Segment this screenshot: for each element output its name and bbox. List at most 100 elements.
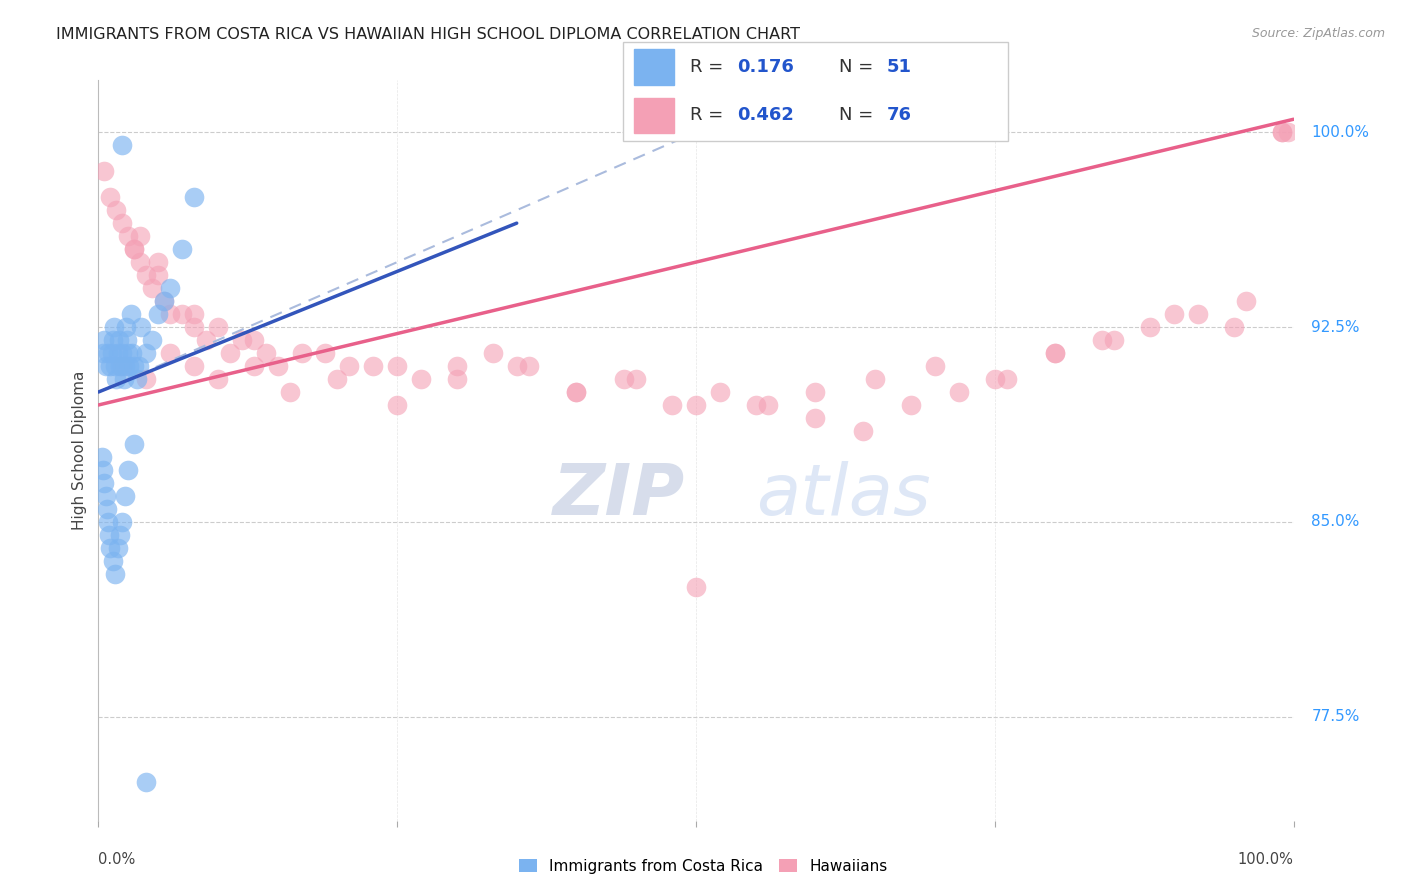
Point	[98, 541, 122, 555]
Point	[124, 242, 146, 256]
Text: N =: N =	[839, 106, 879, 124]
Text: 0.176: 0.176	[737, 58, 793, 76]
Point	[135, 774, 157, 789]
Point	[118, 359, 141, 373]
Text: N =: N =	[839, 58, 879, 76]
Text: atlas: atlas	[756, 461, 931, 531]
Point	[278, 384, 301, 399]
Point	[108, 528, 131, 542]
Point	[114, 359, 136, 373]
Point	[685, 580, 707, 594]
Point	[1271, 125, 1294, 139]
Point	[159, 281, 181, 295]
Point	[852, 424, 875, 438]
Point	[315, 346, 337, 360]
Point	[101, 554, 124, 568]
Point	[100, 346, 122, 360]
Point	[363, 359, 385, 373]
Point	[183, 359, 205, 373]
Point	[411, 372, 433, 386]
Point	[195, 333, 218, 347]
Point	[446, 372, 468, 386]
Text: 92.5%: 92.5%	[1312, 319, 1360, 334]
Point	[745, 398, 768, 412]
Text: 0.0%: 0.0%	[98, 852, 135, 867]
Point	[98, 359, 122, 373]
Point	[115, 320, 138, 334]
Point	[135, 346, 157, 360]
Point	[207, 372, 229, 386]
Point	[1187, 307, 1209, 321]
Point	[183, 307, 205, 321]
Point	[111, 346, 134, 360]
Point	[135, 268, 157, 282]
Point	[1277, 125, 1299, 139]
Point	[207, 320, 229, 334]
Bar	[634, 97, 673, 134]
Text: 100.0%: 100.0%	[1237, 852, 1294, 867]
Point	[117, 463, 139, 477]
Point	[117, 346, 139, 360]
Point	[1091, 333, 1114, 347]
Point	[756, 398, 779, 412]
Point	[111, 359, 134, 373]
Point	[506, 359, 529, 373]
Point	[153, 294, 176, 309]
Point	[141, 333, 163, 347]
Bar	[634, 49, 673, 86]
Text: IMMIGRANTS FROM COSTA RICA VS HAWAIIAN HIGH SCHOOL DIPLOMA CORRELATION CHART: IMMIGRANTS FROM COSTA RICA VS HAWAIIAN H…	[56, 27, 800, 42]
Text: 85.0%: 85.0%	[1312, 515, 1360, 529]
Point	[1043, 346, 1066, 360]
Point	[267, 359, 290, 373]
Point	[1104, 333, 1126, 347]
Point	[104, 566, 127, 581]
Point	[172, 307, 194, 321]
Text: 51: 51	[886, 58, 911, 76]
Point	[924, 359, 946, 373]
Point	[804, 411, 827, 425]
Point	[107, 541, 129, 555]
Point	[107, 346, 129, 360]
Point	[243, 333, 266, 347]
Point	[685, 398, 707, 412]
Point	[129, 255, 152, 269]
Point	[91, 463, 114, 477]
Point	[117, 229, 139, 244]
Point	[124, 242, 146, 256]
Point	[148, 255, 170, 269]
Y-axis label: High School Diploma: High School Diploma	[72, 371, 87, 530]
Point	[804, 384, 827, 399]
Point	[446, 359, 468, 373]
Point	[121, 346, 143, 360]
Point	[107, 333, 129, 347]
Point	[101, 333, 124, 347]
Point	[103, 320, 125, 334]
Point	[231, 333, 253, 347]
Point	[93, 164, 115, 178]
Point	[91, 346, 114, 360]
Text: R =: R =	[689, 106, 728, 124]
Point	[1234, 294, 1257, 309]
Point	[104, 359, 127, 373]
Text: 0.462: 0.462	[737, 106, 793, 124]
Text: 77.5%: 77.5%	[1312, 709, 1360, 724]
Point	[159, 346, 181, 360]
Point	[1271, 125, 1294, 139]
Point	[105, 203, 128, 218]
Point	[183, 190, 205, 204]
Point	[243, 359, 266, 373]
Point	[948, 384, 970, 399]
Point	[148, 307, 170, 321]
Point	[111, 515, 134, 529]
Point	[291, 346, 314, 360]
Text: ZIP: ZIP	[553, 461, 685, 531]
Point	[93, 333, 115, 347]
Point	[114, 489, 136, 503]
Point	[96, 502, 118, 516]
Point	[1223, 320, 1246, 334]
Point	[339, 359, 361, 373]
Point	[900, 398, 922, 412]
Text: R =: R =	[689, 58, 728, 76]
Point	[482, 346, 505, 360]
Point	[172, 242, 194, 256]
